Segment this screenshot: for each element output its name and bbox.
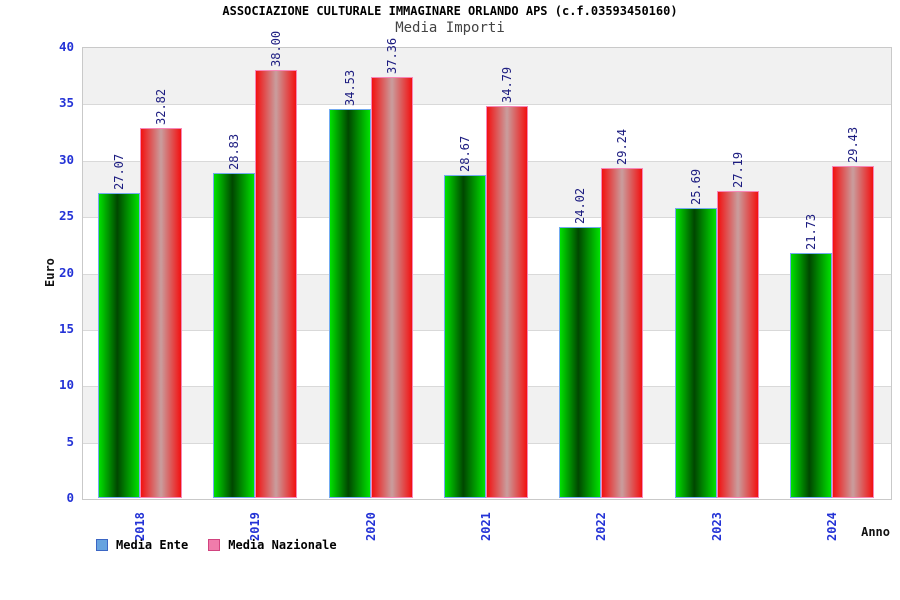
legend-item-media-nazionale: Media Nazionale	[208, 538, 337, 552]
bar-media-ente-2021	[444, 174, 486, 498]
x-tick-label: 2018	[132, 512, 147, 541]
x-tick-label: 2022	[594, 512, 609, 541]
legend-label: Media Nazionale	[228, 538, 337, 552]
bar-media-nazionale-2019	[255, 69, 298, 498]
legend-swatch-icon	[96, 539, 108, 551]
bar-media-nazionale-2018	[139, 127, 182, 498]
bar-media-ente-2022	[559, 227, 602, 498]
bar-media-ente-2018	[97, 192, 140, 498]
bar-media-nazionale-2022	[601, 168, 644, 498]
bar-value-label: 21.73	[804, 213, 819, 250]
bar-value-label: 37.36	[384, 37, 399, 74]
y-axis-title: Euro	[43, 257, 57, 287]
bar-value-label: 29.24	[615, 129, 630, 166]
chart-legend: Media Ente Media Nazionale	[96, 538, 337, 552]
bar-value-label: 34.53	[342, 69, 357, 106]
legend-swatch-icon	[208, 539, 221, 551]
y-tick-label: 0	[66, 490, 74, 505]
bar-value-label: 28.83	[227, 133, 242, 170]
bar-media-ente-2020	[328, 108, 371, 498]
bar-media-ente-2019	[213, 172, 256, 498]
bar-media-ente-2023	[674, 208, 717, 498]
bar-media-nazionale-2024	[832, 166, 875, 498]
bar-value-label: 27.19	[730, 152, 745, 189]
y-tick-label: 10	[58, 377, 74, 393]
grid-band	[83, 48, 891, 105]
bar-media-nazionale-2021	[486, 105, 528, 498]
bar-media-ente-2024	[790, 252, 833, 498]
y-tick-label: 35	[58, 95, 74, 111]
bar-media-nazionale-2020	[370, 76, 413, 498]
y-gridline	[83, 104, 891, 106]
legend-label: Media Ente	[116, 538, 189, 552]
x-tick-label: 2019	[248, 512, 263, 541]
bar-media-nazionale-2023	[716, 191, 759, 498]
chart-title: ASSOCIAZIONE CULTURALE IMMAGINARE ORLAND…	[222, 4, 678, 18]
bar-value-label: 32.82	[153, 88, 168, 125]
x-tick-label: 2021	[479, 512, 493, 541]
y-tick-label: 20	[58, 264, 74, 280]
legend-item-media-ente: Media Ente	[96, 538, 188, 552]
bar-value-label: 29.43	[846, 127, 861, 164]
x-axis-title: Anno	[861, 525, 890, 539]
y-tick-label: 15	[58, 320, 74, 336]
bar-value-label: 34.79	[500, 66, 514, 103]
y-tick-label: 40	[58, 39, 74, 54]
x-tick-label: 2024	[825, 512, 840, 541]
chart-subtitle: Media Importi	[395, 20, 505, 36]
bar-value-label: 38.00	[269, 30, 284, 67]
y-tick-label: 30	[58, 151, 74, 167]
y-tick-label: 25	[58, 208, 74, 224]
bar-value-label: 25.69	[688, 169, 703, 206]
bar-value-label: 24.02	[573, 188, 588, 225]
bar-value-label: 28.67	[458, 135, 472, 172]
x-tick-label: 2020	[363, 512, 378, 541]
y-tick-label: 5	[66, 433, 74, 449]
bar-value-label: 27.07	[111, 153, 126, 190]
x-tick-label: 2023	[709, 512, 724, 541]
